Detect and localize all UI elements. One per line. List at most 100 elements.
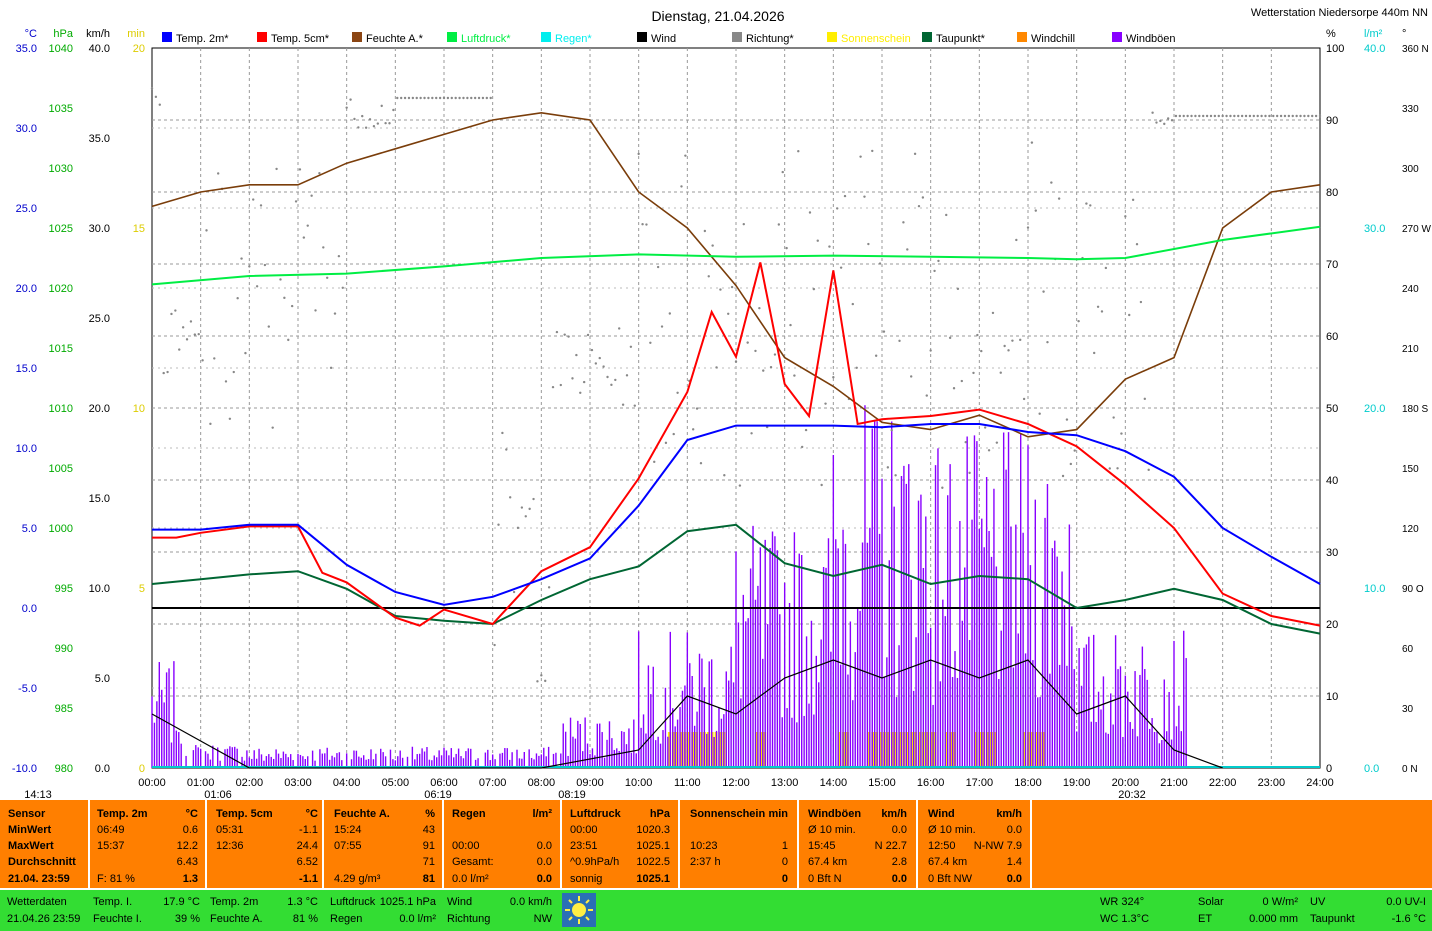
direction-dot [1147,468,1150,472]
direction-dot [275,167,278,171]
stats-cell-value: 12.2 [176,840,198,852]
x-tick-label: 18:00 [1014,777,1042,789]
direction-dot [563,333,566,336]
tick-label-direction: 30 [1402,704,1414,715]
wi-label: Wind [447,896,473,908]
direction-dot [1108,467,1111,470]
stats-cell-value: 81 [422,873,435,885]
stats-col-unit: °C [185,808,198,820]
tick-label-direction: 270 W [1402,224,1431,235]
direction-dot [388,122,391,125]
tick-label-rain: 0.0 [1364,763,1379,775]
direction-dot [812,287,816,291]
axes: 35.0 30.0 25.0 20.0 15.0 10.0 5.0 0.0 -5.0 -10.0 °… [12,28,1432,789]
tick-label-sun: 10 [133,403,145,415]
direction-dot [193,333,197,336]
sunshine-bar [1042,732,1046,768]
stats-cell-label: 0 Bft N [808,873,842,885]
direction-dot [715,366,718,369]
direction-dot [536,680,539,683]
direction-dot [995,441,999,444]
direction-dot [602,365,605,368]
legend-label: Windböen [1126,33,1176,45]
legend-label: Sonnenschein [841,33,911,45]
tick-label-temp: 35.0 [16,43,37,55]
direction-dot [1303,114,1306,118]
time-marker-label: 20:32 [1118,789,1146,800]
x-tick-label: 20:00 [1112,777,1140,789]
tick-label-sun: 0 [139,763,145,775]
direction-dot [1248,114,1252,118]
direction-dot [201,359,204,362]
tick-label-humidity: 0 [1326,763,1332,775]
stats-col-unit: km/h [881,808,907,820]
direction-dot [1221,114,1224,118]
direction-dot [964,440,967,444]
direction-dot [1143,397,1147,401]
sunshine-bar [667,732,671,768]
tick-label-rain: 30.0 [1364,223,1385,235]
direction-dot [357,126,360,129]
direction-dot [800,445,804,449]
direction-dot [1151,111,1154,114]
tick-label-humidity: 70 [1326,259,1338,271]
axis-unit-direction: ° [1402,28,1406,40]
direction-dot [711,244,714,247]
direction-dot [1213,114,1217,118]
x-tick-label: 12:00 [722,777,750,789]
current-data-panel [0,890,1432,931]
tick-label-pressure: 1010 [49,403,73,415]
x-tick-label: 06:00 [430,777,458,789]
direction-dot [816,239,819,242]
stats-cell-value: 24.4 [296,840,318,852]
stats-col-unit: hPa [649,808,670,820]
direction-dot [987,449,991,452]
direction-dot [1291,114,1294,118]
tick-label-humidity: 80 [1326,187,1338,199]
tick-label-pressure: 990 [55,643,73,655]
tick-label-pressure: 980 [55,763,73,775]
tick-label-wind: 35.0 [89,133,110,145]
direction-dot [384,121,387,125]
stats-panel [0,800,1432,888]
series-lines [151,111,1321,769]
direction-dot [769,365,773,369]
direction-dot [945,213,948,217]
legend: Temp. 2m* Temp. 5cm* Feuchte A.* Luftdruck*… [162,32,1176,45]
stats-col-header: Feuchte A. [334,808,390,820]
direction-dot [983,426,987,429]
tick-label-direction: 0 N [1402,764,1418,775]
direction-dot [1139,300,1143,304]
direction-dot [298,168,302,171]
direction-dot [680,185,683,188]
direction-dot [497,523,500,526]
sunshine-bar [918,732,921,768]
legend-label: Windchill [1031,33,1075,45]
tick-label-humidity: 60 [1326,331,1338,343]
direction-dot [929,349,932,352]
legend-label: Regen* [555,33,592,45]
legend-swatch [732,32,742,42]
direction-dot [1034,209,1037,212]
direction-dot [1092,351,1096,355]
stats-col-header: Windböen [808,808,862,820]
direction-dot [162,371,165,375]
time-marker-label: 06:19 [424,789,452,800]
direction-dot [450,96,453,100]
direction-dot [746,341,749,344]
tick-label-pressure: 1035 [49,103,73,115]
tick-label-temp: -5.0 [18,683,37,695]
direction-dot [894,474,897,477]
time-marker-label: 08:19 [558,789,586,800]
uv-label: UV [1310,896,1326,908]
direction-dot [594,362,598,365]
sunshine-bar [679,732,683,768]
direction-dot [649,341,652,344]
stats-cell-label: 67.4 km [928,856,968,868]
stats-cell-label: 2:37 h [690,856,721,868]
direction-dot [590,348,594,352]
temp2m-line [152,423,1321,606]
stats-separator [88,800,90,931]
x-tick-label: 17:00 [966,777,994,789]
direction-dot [976,333,979,337]
